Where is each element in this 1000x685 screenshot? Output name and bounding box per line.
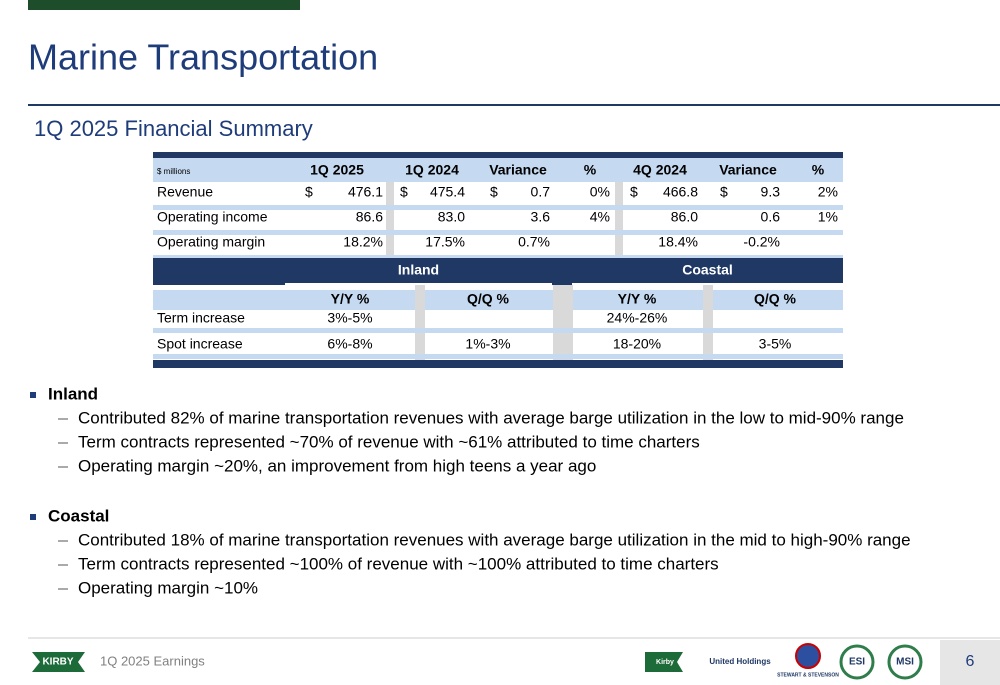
subcolumn-header: Y/Y %: [331, 291, 370, 307]
cell: 3%-5%: [327, 310, 372, 326]
title: Marine Transportation: [28, 37, 378, 78]
column-header: %: [584, 162, 597, 178]
logo-text: Kirby: [656, 659, 674, 666]
cell: 3.6: [531, 209, 551, 225]
section-item: Term contracts represented ~70% of reven…: [78, 432, 700, 451]
header-row: [153, 158, 843, 182]
section-item: Operating margin ~20%, an improvement fr…: [78, 456, 596, 475]
currency: $: [400, 184, 408, 200]
cell: 18-20%: [613, 336, 661, 352]
cell: 83.0: [438, 209, 465, 225]
cell: 1%-3%: [465, 336, 510, 352]
cell: 86.6: [356, 209, 383, 225]
table-top: [153, 152, 843, 158]
cell: -0.2%: [743, 234, 780, 250]
currency: $: [305, 184, 313, 200]
cell: 6%-8%: [327, 336, 372, 352]
units: $ millions: [157, 167, 190, 176]
column-header: 1Q 2025: [310, 162, 364, 178]
cell: 24%-26%: [607, 310, 668, 326]
subcolumn-header: Y/Y %: [618, 291, 657, 307]
column-gap: [386, 182, 394, 258]
brand-flag: [32, 652, 85, 672]
partner-logos: Kirby United Holdings STEWART & STEVENSON E…: [645, 643, 923, 680]
bullet: [30, 392, 36, 398]
group-header: [153, 258, 843, 285]
column-header: %: [812, 162, 825, 178]
row-label: Term increase: [157, 310, 245, 326]
accent-bar: [28, 0, 300, 10]
section-item: Contributed 82% of marine transportation…: [78, 408, 904, 427]
logo-text: STEWART & STEVENSON: [777, 672, 839, 678]
group-label: Coastal: [682, 262, 733, 278]
cell: 466.8: [663, 184, 698, 200]
cell: 18.2%: [343, 234, 383, 250]
row-label: Operating margin: [157, 234, 265, 250]
logo-text: United Holdings: [709, 657, 771, 666]
cell: 4%: [590, 209, 610, 225]
column-gap: [703, 285, 713, 360]
cell: 2%: [818, 184, 838, 200]
row-rule: [153, 354, 843, 359]
row-rule: [153, 205, 843, 210]
column-header: Variance: [719, 162, 777, 178]
column-header: 1Q 2024: [405, 162, 459, 178]
subcolumn-header: Q/Q %: [467, 291, 510, 307]
subtitle: 1Q 2025 Financial Summary: [34, 116, 313, 141]
column-header: Variance: [489, 162, 547, 178]
cell: 18.4%: [658, 234, 698, 250]
subcolumn-header: Q/Q %: [754, 291, 797, 307]
brand: KIRBY: [42, 657, 73, 668]
cell: 0%: [590, 184, 610, 200]
cell: 0.6: [761, 209, 781, 225]
page-box: [940, 640, 1000, 685]
cell: 475.4: [430, 184, 465, 200]
section-item: Term contracts represented ~100% of reve…: [78, 554, 719, 573]
currency: $: [490, 184, 498, 200]
bullet: [30, 514, 36, 520]
subheader-row: [153, 290, 843, 310]
row-label: Revenue: [157, 184, 213, 200]
column-gap: [415, 285, 425, 360]
page-number: 6: [966, 653, 975, 670]
section-heading: Inland: [48, 384, 98, 403]
row-rule: [153, 328, 843, 333]
row-rule: [153, 230, 843, 235]
cell: 0.7%: [518, 234, 550, 250]
column-header: 4Q 2024: [633, 162, 687, 178]
section-item: Operating margin ~10%: [78, 578, 258, 597]
logo-globe: [795, 643, 821, 669]
column-gap: [553, 285, 573, 360]
cell: 3-5%: [759, 336, 792, 352]
group-label: Inland: [398, 262, 439, 278]
logo-circle: [839, 644, 875, 680]
logo-circle: [887, 644, 923, 680]
currency: $: [720, 184, 728, 200]
logo-text: MSI: [896, 657, 914, 668]
logo-flag: [645, 652, 683, 672]
cell: 9.3: [761, 184, 781, 200]
row-rule: [153, 255, 843, 260]
row-label: Spot increase: [157, 336, 243, 352]
column-gap: [615, 182, 623, 258]
table-bottom: [153, 360, 843, 368]
logo-text: ESI: [849, 657, 865, 668]
cell: 86.0: [671, 209, 698, 225]
cell: 1%: [818, 209, 838, 225]
section-item: Contributed 18% of marine transportation…: [78, 530, 911, 549]
currency: $: [630, 184, 638, 200]
section-heading: Coastal: [48, 506, 109, 525]
cell: 17.5%: [425, 234, 465, 250]
cell: 0.7: [531, 184, 551, 200]
cell: 476.1: [348, 184, 383, 200]
footer-label: 1Q 2025 Earnings: [100, 653, 205, 668]
row-label: Operating income: [157, 209, 268, 225]
